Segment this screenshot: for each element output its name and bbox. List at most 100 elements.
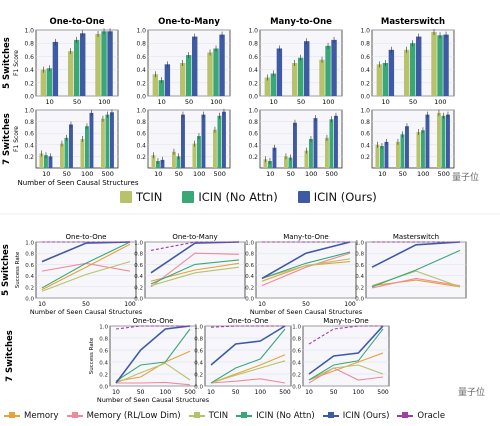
line-panel-1-0-ytick-label: 0.6 — [99, 349, 108, 355]
bar-panel-0-3-bar — [403, 49, 410, 96]
line-panel-1-0-series-line — [115, 325, 190, 330]
bar-panel-1-0-bar — [39, 153, 44, 168]
bar-panel-1-0-xtick-label: 50 — [63, 170, 71, 178]
line-panel-1-2-series-line — [308, 367, 384, 384]
bar-panel-0-1-bar — [158, 80, 165, 96]
bar-panel-0-3-bar — [388, 49, 395, 96]
bar-panel-1-0-bar — [48, 156, 53, 168]
bar-panel-0-3-bar — [443, 34, 449, 96]
line-panel-0-0-ytick-label: 1.0 — [25, 241, 34, 247]
bar-panel-1-3-bar — [405, 126, 409, 168]
legend-item: ICIN (No Attn) — [182, 190, 278, 204]
line-panel-1-0-title: One-to-One — [133, 317, 174, 325]
line-panel-0-1-series-line — [150, 252, 240, 288]
bar-panel-1-1-bar — [181, 114, 185, 168]
bar-panel-1-3-xtick-label: 100 — [417, 170, 429, 178]
line-panel-1-1-title: One-to-One — [228, 317, 269, 325]
bar-panel-0-1-ytick-label: 0.8 — [136, 41, 146, 48]
legend-item: ICIN (Ours) — [322, 411, 390, 421]
legend-swatch — [397, 412, 414, 418]
bar-panel-0-2-bar — [270, 73, 277, 96]
line-panel-1-1-ytick-label: 0.0 — [194, 385, 203, 391]
bar-panel-1-3-ytick-label: 0.2 — [360, 154, 370, 161]
legend-item: ICIN (No Attn) — [236, 411, 315, 421]
line-panel-1-0-ytick-label: 0.8 — [99, 337, 108, 343]
line-panel-0-1-series-line — [150, 266, 240, 287]
line-panel-0-2-xlabel: Number of Seen Causal Structures — [250, 308, 363, 316]
bar-panel-0-0-bar — [40, 69, 47, 96]
bar-panel-0-3-ytick-label: 0.2 — [360, 80, 370, 87]
line-panel-0-2-series-line — [261, 258, 351, 279]
bar-panel-1-1-bar — [155, 161, 160, 168]
bar-panel-1-1-xtick-label: 100 — [193, 170, 205, 178]
legend-label: ICIN (Ours) — [342, 411, 390, 421]
bar-panel-0-1-ytick-label: 0.2 — [136, 80, 146, 87]
line-panel-1-1-series-line — [210, 325, 285, 328]
bar-panel-0-3-bar — [376, 64, 383, 96]
bar-panel-1-2-bar — [329, 119, 334, 168]
line-panel-0-2-xtick-label: 10 — [258, 301, 266, 308]
bar-panel-1-2-bar — [304, 150, 309, 168]
legend-label: ICIN (Ours) — [313, 190, 377, 204]
bar-panel-1-0-bar — [69, 124, 73, 168]
bar-panel-1-3-bar — [416, 132, 421, 168]
bar-panel-1-0-ytick-label: 0.8 — [24, 119, 34, 126]
line-panel-1-0-series-line — [116, 381, 191, 386]
legend-label: TCIN — [136, 190, 163, 204]
bar-panel-0-0-title: One-to-One — [49, 17, 104, 27]
line-panel-0-0-ylabel: Success Rate — [15, 251, 21, 288]
row-label-bar-1: 7 Switches — [2, 113, 12, 165]
line-panel-1-0-series-line — [115, 362, 191, 384]
line-panel-1-0-xtick-label: 100 — [160, 389, 172, 396]
bar-panel-0-3-ytick-label: 0.0 — [360, 94, 370, 101]
legend-item: ICIN (Ours) — [297, 190, 377, 204]
bar-panel-1-0-ytick-label: 0.4 — [24, 142, 34, 149]
row-label-line-1: 7 Switches — [5, 330, 15, 382]
bar-panel-1-0-bar — [59, 143, 64, 168]
line-panel-1-0-series-line — [115, 325, 191, 384]
line-panel-0-2-series-line — [261, 252, 351, 287]
bar-panel-0-0-bar — [101, 31, 107, 96]
bar-panel-0-0-bar — [52, 41, 59, 96]
bar-panel-0-2-bar — [297, 57, 304, 96]
line-panel-1-2-series-line — [308, 328, 384, 381]
bar-panel-0-2-ytick-label: 0.4 — [248, 67, 258, 74]
bar-panel-0-2-bar — [291, 63, 298, 96]
line-panel-0-1-ytick-label: 0.6 — [134, 263, 143, 269]
bar-panel-0-3-xtick-label: 10 — [382, 98, 390, 106]
line-panel-0-0-ytick-label: 0.6 — [25, 263, 34, 269]
bar-panel-1-3-bar — [441, 115, 446, 168]
bar-panel-0-1-title: One-to-Many — [158, 17, 220, 27]
bar-panel-1-2-bar — [288, 157, 293, 168]
bar-panel-0-0-bar — [95, 33, 101, 96]
line-panel-0-2-title: Many-to-One — [283, 233, 328, 241]
bar-panel-1-1-bar — [192, 143, 197, 168]
line-panel-0-3-series-line — [371, 241, 461, 268]
bar-panel-0-0-xtick-label: 10 — [46, 98, 54, 106]
bar-panel-0-3-bar — [382, 63, 389, 96]
line-panel-1-1-xtick-label: 500 — [279, 389, 291, 396]
bar-panel-1-2-ytick-label: 0.8 — [248, 119, 258, 126]
bar-panel-0-3-bar — [437, 35, 443, 96]
bar-panel-0-2-ytick-label: 0.8 — [248, 41, 258, 48]
bar-panel-0-0-ytick-label: 0.4 — [24, 67, 34, 74]
bar-panel-1-2-bar — [293, 122, 297, 168]
bar-panel-0-1-bar — [179, 63, 186, 96]
bar-panel-0-3-bar — [416, 36, 422, 96]
legend-swatch — [4, 412, 20, 418]
bar-panel-1-3-bar — [395, 141, 400, 168]
line-panel-0-2-ytick-label: 0.6 — [245, 263, 254, 269]
legend-label: ICIN (No Attn) — [198, 190, 278, 204]
bar-panel-1-2-ytick-label: 0.2 — [248, 154, 258, 161]
line-panel-0-3-ytick-label: 0.2 — [355, 285, 364, 291]
line-panel-1-1-xtick-label: 50 — [232, 389, 240, 396]
bar-panel-1-0-bar — [89, 112, 94, 168]
bar-panel-1-1-xtick-label: 500 — [214, 170, 226, 178]
bar-panel-1-0-xlabel: Number of Seen Causal Structures — [18, 179, 139, 187]
row-label-bar-0: 5 Switches — [2, 37, 12, 89]
line-panel-0-3-series-line — [371, 249, 461, 288]
line-panel-1-0-series-line — [115, 328, 191, 382]
line-panel-1-1-series-line — [210, 325, 286, 366]
bar-panel-0-0-bar — [67, 51, 74, 96]
